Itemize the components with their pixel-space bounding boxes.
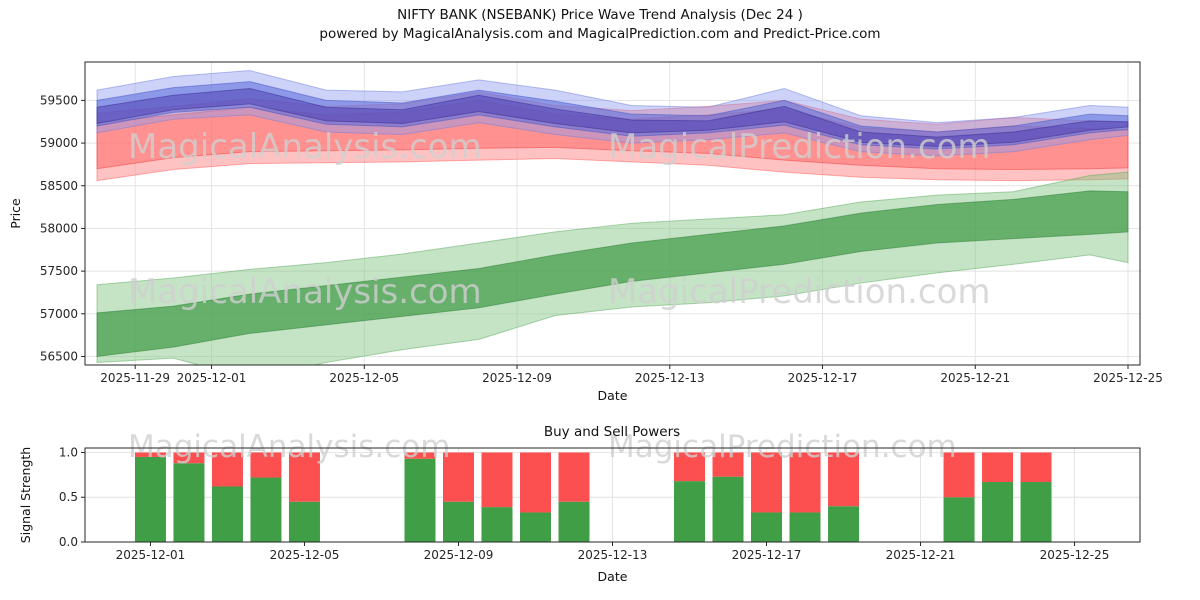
buy-bar xyxy=(789,512,821,542)
buy-bar xyxy=(982,482,1014,542)
watermark-text: MagicalAnalysis.com xyxy=(128,272,482,312)
power-xtick-label: 2025-12-17 xyxy=(732,548,802,562)
power-chart-title: Buy and Sell Powers xyxy=(544,424,680,440)
sell-bar xyxy=(943,452,975,498)
power-watermarks: MagicalAnalysis.com MagicalPrediction.com xyxy=(128,429,957,465)
sell-bar xyxy=(442,452,474,502)
buy-sell-bars xyxy=(134,452,1052,542)
buy-bar xyxy=(481,507,513,542)
buy-bar xyxy=(173,463,205,542)
power-chart: MagicalAnalysis.com MagicalPrediction.com… xyxy=(18,424,1141,584)
power-xlabel: Date xyxy=(598,569,628,584)
price-xtick-label: 2025-12-09 xyxy=(482,371,552,385)
buy-bar xyxy=(943,497,975,542)
price-bands xyxy=(96,70,1129,365)
price-xtick-label: 2025-12-25 xyxy=(1093,371,1163,385)
buy-bar xyxy=(250,477,282,542)
power-ylabel: Signal Strength xyxy=(18,447,33,543)
sell-bar xyxy=(250,452,282,478)
sell-bar xyxy=(558,452,590,502)
sell-bar xyxy=(712,452,744,477)
price-xlabel: Date xyxy=(598,388,628,403)
power-axis-labels: 0.0 0.5 1.0 2025-12-01 2025-12-05 2025-12-09 2… xyxy=(59,445,1110,562)
power-xtick-label: 2025-12-21 xyxy=(886,548,956,562)
sell-bar xyxy=(751,452,783,513)
sell-bar xyxy=(674,452,706,482)
green-inner-band xyxy=(96,190,1129,358)
sell-bar xyxy=(519,452,551,513)
sell-bar xyxy=(173,452,205,464)
sell-bar xyxy=(134,452,166,457)
purple-core-band xyxy=(96,87,1129,147)
sell-bar xyxy=(982,452,1014,483)
buy-bar xyxy=(211,486,243,542)
sell-bar xyxy=(789,452,821,513)
sell-bar xyxy=(211,452,243,487)
price-axis-box xyxy=(84,61,1141,366)
buy-bar xyxy=(751,512,783,542)
price-watermarks: MagicalAnalysis.com MagicalPrediction.com… xyxy=(128,127,991,312)
price-ytick-label: 57000 xyxy=(40,307,78,321)
sell-bar xyxy=(481,452,513,508)
buy-bar xyxy=(828,506,860,542)
price-xtick-label: 2025-11-29 xyxy=(100,371,170,385)
buy-bar xyxy=(558,501,590,542)
price-ytick-label: 58000 xyxy=(40,221,78,235)
price-ytick-label: 59000 xyxy=(40,136,78,150)
buy-bar xyxy=(404,458,436,542)
price-xtick-label: 2025-12-21 xyxy=(940,371,1010,385)
buy-bar xyxy=(674,481,706,542)
price-ylabel: Price xyxy=(8,198,23,229)
price-axis-labels: 56500 57000 57500 58000 58500 59000 59500 2025-… xyxy=(40,93,1163,385)
power-xtick-label: 2025-12-01 xyxy=(116,548,186,562)
power-ytick-label: 0.5 xyxy=(59,490,78,504)
watermark-text: MagicalAnalysis.com xyxy=(128,429,450,465)
sell-bar xyxy=(1020,452,1052,483)
watermark-text: MagicalPrediction.com xyxy=(608,127,991,167)
power-xtick-label: 2025-12-05 xyxy=(270,548,340,562)
price-xtick-label: 2025-12-13 xyxy=(635,371,705,385)
buy-bar xyxy=(519,512,551,542)
watermark-text: MagicalPrediction.com xyxy=(608,429,957,465)
sell-bar xyxy=(288,452,320,502)
power-xtick-label: 2025-12-13 xyxy=(578,548,648,562)
buy-bar xyxy=(712,476,744,542)
price-xtick-label: 2025-12-01 xyxy=(177,371,247,385)
power-ytick-label: 1.0 xyxy=(59,445,78,459)
buy-bar xyxy=(442,501,474,542)
buy-bar xyxy=(288,501,320,542)
power-xtick-label: 2025-12-09 xyxy=(424,548,494,562)
sell-bar xyxy=(404,452,436,459)
price-xtick-label: 2025-12-05 xyxy=(329,371,399,385)
price-ytick-label: 56500 xyxy=(40,349,78,363)
buy-bar xyxy=(1020,482,1052,542)
price-ytick-label: 57500 xyxy=(40,264,78,278)
watermark-text: MagicalPrediction.com xyxy=(608,272,991,312)
price-ytick-label: 59500 xyxy=(40,93,78,107)
power-xtick-label: 2025-12-25 xyxy=(1040,548,1110,562)
watermark-text: MagicalAnalysis.com xyxy=(128,127,482,167)
price-ytick-label: 58500 xyxy=(40,179,78,193)
sell-bar xyxy=(828,452,860,507)
power-ytick-label: 0.0 xyxy=(59,535,78,549)
buy-bar xyxy=(134,456,166,542)
price-chart: MagicalAnalysis.com MagicalPrediction.com… xyxy=(8,61,1163,403)
price-xtick-label: 2025-12-17 xyxy=(788,371,858,385)
